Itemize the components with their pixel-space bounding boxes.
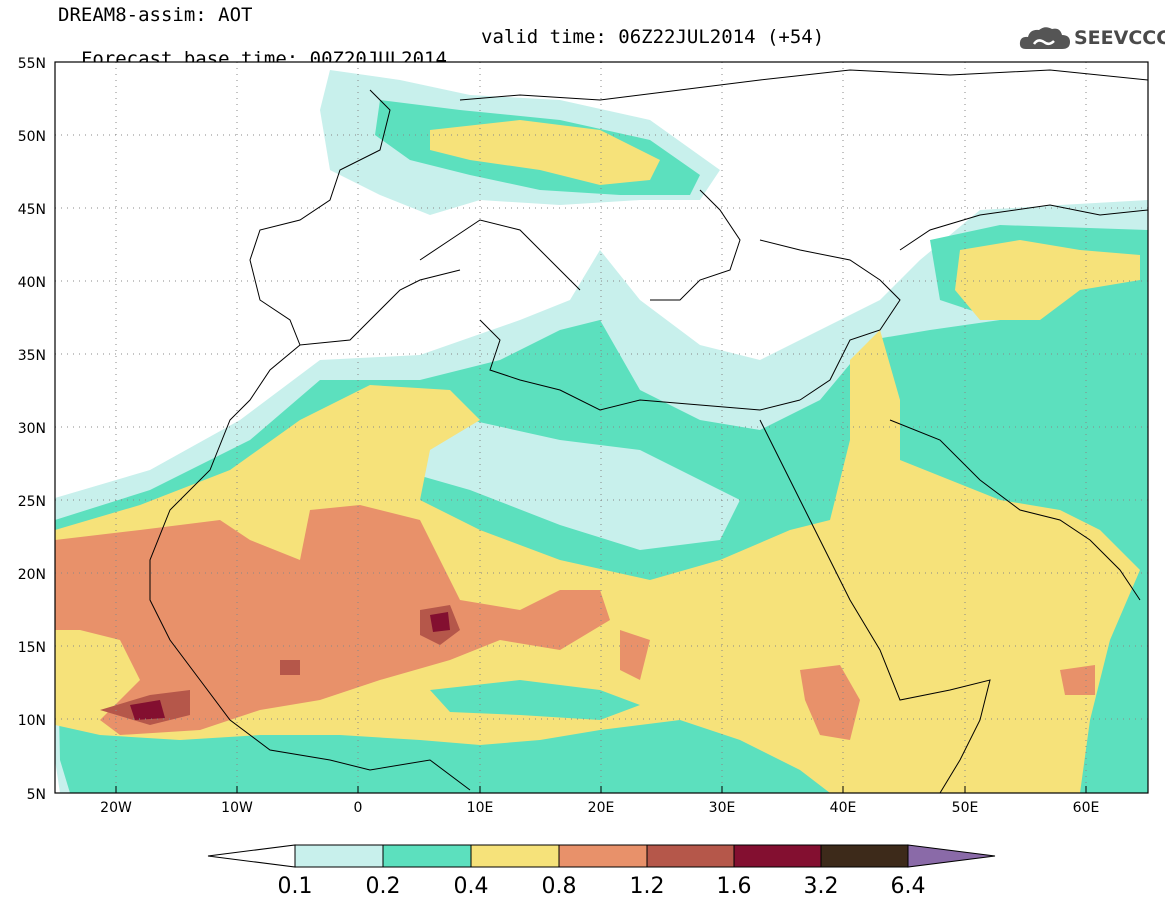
- lat-label: 35N: [18, 348, 46, 364]
- lon-label: 10E: [467, 800, 494, 816]
- lon-label: 60E: [1073, 800, 1100, 816]
- lat-labels: 55N 50N 45N 40N 35N 30N 25N 20N 15N 10N …: [18, 56, 46, 803]
- lon-label: 40E: [830, 800, 857, 816]
- colorbar-bin: [382, 844, 472, 868]
- colorbar-bin: [733, 844, 822, 868]
- colorbar-label: 0.8: [542, 874, 577, 899]
- colorbar-label: 1.6: [717, 874, 752, 899]
- lon-label: 10W: [221, 800, 253, 816]
- valid-time: valid time: 06Z22JUL2014 (+54): [481, 26, 825, 48]
- lat-label: 25N: [18, 494, 46, 510]
- colorbar-label: 0.1: [278, 874, 313, 899]
- colorbar: [207, 844, 996, 868]
- colorbar-bin: [470, 844, 560, 868]
- seevccc-logo: SEEVCCC: [1018, 24, 1165, 54]
- aot-field: [55, 62, 1148, 793]
- colorbar-label: 1.2: [630, 874, 665, 899]
- map-title: DREAM8-assim: AOT: [58, 4, 253, 26]
- colorbar-label: 0.2: [366, 874, 401, 899]
- logo-text: SEEVCCC: [1074, 27, 1165, 49]
- colorbar-label: 6.4: [891, 874, 926, 899]
- colorbar-label: 0.4: [454, 874, 489, 899]
- lat-label: 30N: [18, 421, 46, 437]
- lat-label: 20N: [18, 567, 46, 583]
- colorbar-over-arrow: [907, 844, 996, 868]
- lon-label: 20W: [100, 800, 132, 816]
- colorbar-bin: [558, 844, 648, 868]
- lat-label: 40N: [18, 275, 46, 291]
- lon-label: 20E: [588, 800, 615, 816]
- colorbar-labels: 0.1 0.2 0.4 0.8 1.2 1.6 3.2 6.4: [278, 874, 926, 899]
- lon-label: 30E: [709, 800, 736, 816]
- lat-label: 15N: [18, 640, 46, 656]
- lon-label: 0: [354, 800, 363, 816]
- lon-label: 50E: [952, 800, 979, 816]
- colorbar-label: 3.2: [804, 874, 839, 899]
- lat-label: 5N: [27, 787, 46, 803]
- colorbar-bin: [820, 844, 909, 868]
- lat-label: 10N: [18, 713, 46, 729]
- lat-label: 55N: [18, 56, 46, 72]
- lon-labels: 20W 10W 0 10E 20E 30E 40E 50E 60E: [100, 800, 1099, 816]
- colorbar-under-arrow: [207, 844, 296, 868]
- lat-label: 50N: [18, 129, 46, 145]
- colorbar-bin: [646, 844, 735, 868]
- cloud-icon: [1019, 27, 1070, 49]
- coastlines: [149, 69, 1148, 793]
- colorbar-bin: [294, 844, 384, 868]
- lat-label: 45N: [18, 202, 46, 218]
- grid-lines: [55, 62, 1148, 793]
